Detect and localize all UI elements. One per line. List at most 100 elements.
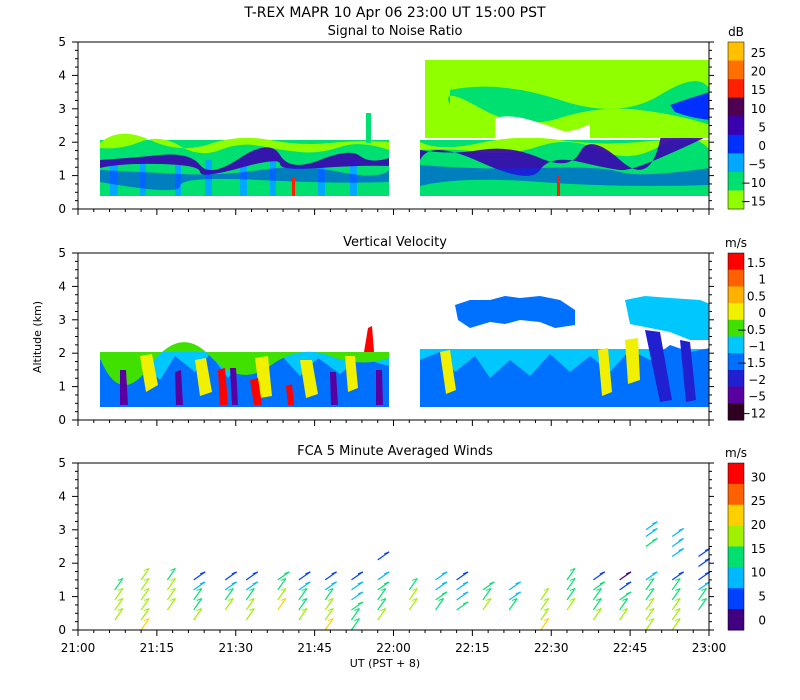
y-tick-label: 2 [58, 556, 66, 570]
wind-barb [645, 571, 658, 581]
wind-barb [408, 588, 418, 601]
colorbar-swatch [728, 303, 744, 321]
wind-barb [671, 598, 681, 611]
x-tick-label: 22:30 [534, 641, 569, 655]
wind-barb [456, 591, 469, 601]
wind-barb [645, 521, 658, 531]
y-tick-label: 4 [58, 68, 66, 82]
wind-barb [224, 571, 238, 581]
colorbar-unit: m/s [725, 446, 747, 460]
wind-barb-flag [648, 618, 655, 621]
wind-barb-flag [569, 598, 576, 601]
wind-barb-flag [596, 598, 602, 601]
wind-barb-flag [117, 577, 124, 581]
wind-barb [114, 608, 124, 621]
wind-barb-flag [462, 581, 469, 585]
y-tick-label: 3 [58, 313, 66, 327]
wind-barb [224, 598, 234, 611]
colorbar-label: 1 [758, 273, 766, 287]
wind-barb-flag [596, 588, 602, 591]
x-tick-label: 22:45 [613, 641, 648, 655]
wind-barb [166, 568, 176, 581]
wind-barb-flag [117, 588, 124, 591]
wind-barb-flag [249, 588, 255, 591]
wind-barb-flag [489, 581, 495, 585]
wind-barb-flag [485, 588, 492, 591]
wind-barb [435, 591, 448, 601]
wind-barb [114, 578, 124, 591]
snr-layer-left [100, 133, 389, 154]
vv-upper-blob2 [625, 296, 709, 340]
wind-barb [377, 571, 390, 581]
wind-barb-flag [384, 551, 390, 555]
wind-barb-flag [701, 598, 707, 601]
wind-barb [698, 581, 711, 591]
colorbar-label: 15 [751, 83, 766, 97]
colorbar-swatch [728, 42, 744, 62]
wind-barb [645, 608, 655, 621]
wind-barb [619, 598, 629, 611]
wind-barb [140, 578, 150, 591]
wind-barb-flag [301, 588, 308, 591]
wind-barb [592, 598, 602, 611]
colorbar-label: 1.5 [747, 256, 766, 270]
plot-frame [77, 462, 710, 631]
y-tick-label: 1 [58, 169, 66, 183]
wind-barb-flag [252, 571, 258, 575]
colorbar-swatch [728, 546, 744, 568]
wind-barb [324, 608, 334, 621]
colorbar-swatch [728, 116, 744, 136]
wind-barb-flag [652, 538, 658, 541]
colorbar-label: −5 [748, 390, 766, 404]
wind-barb [350, 618, 360, 631]
colorbar-swatch [728, 319, 744, 337]
wind-barb-flag [648, 598, 655, 601]
wind-barb [193, 598, 203, 611]
x-tick-label: 21:45 [297, 641, 332, 655]
y-tick-label: 4 [58, 489, 66, 503]
snr-dblue-right [420, 113, 709, 176]
wind-barb-flag [228, 598, 234, 601]
wind-barb-flag [231, 581, 237, 585]
wind-barb [592, 571, 606, 581]
wind-barb-flag [441, 581, 448, 585]
colorbar-label: 0.5 [747, 289, 766, 303]
colorbar-label: 0 [758, 306, 766, 320]
wind-barb-flag [354, 618, 360, 621]
wind-barb-flag [678, 548, 684, 551]
wind-barb-flag [249, 608, 255, 611]
vv-axes: 0 1 2 3 4 5 [58, 246, 714, 427]
wind-barb [408, 578, 418, 591]
colorbar-swatch [728, 369, 744, 388]
colorbar-swatch [728, 97, 744, 117]
wind-barb [193, 608, 203, 621]
wind-barb-flag [143, 618, 150, 621]
wind-barb [351, 591, 364, 601]
wind-barb [377, 581, 390, 591]
wind-barb-flag [412, 577, 418, 581]
wind-barb [298, 598, 308, 611]
wind-barb [540, 598, 550, 611]
wind-barb [277, 571, 290, 581]
wind-barb [645, 618, 655, 631]
wind-barb-flag [301, 608, 308, 611]
snr-axes: 0 1 2 3 4 5 [58, 35, 714, 216]
wind-barb [671, 537, 685, 547]
wind-barb [193, 571, 206, 581]
wind-barb-flag [462, 601, 469, 605]
wind-barb-flag [648, 577, 655, 581]
colorbar-label: 5 [758, 120, 766, 134]
wind-barb-flag [622, 608, 628, 611]
colorbar-swatch [728, 79, 744, 99]
vv-colorbar: m/s1.5 1 0.5 0 −0.5 −1 −1.5 −2 −5 −12 [725, 236, 766, 421]
wind-barb [324, 588, 334, 601]
wind-barb-flag [701, 588, 707, 591]
colorbar-label: 15 [751, 542, 766, 556]
wind-barb [140, 618, 150, 631]
colorbar-swatch [728, 386, 744, 404]
snr-red-right [557, 175, 560, 196]
wind-barb [193, 588, 203, 601]
wind-barb [224, 581, 238, 591]
wind-barb-flag [327, 588, 334, 591]
wind-barb-flag [438, 598, 444, 601]
